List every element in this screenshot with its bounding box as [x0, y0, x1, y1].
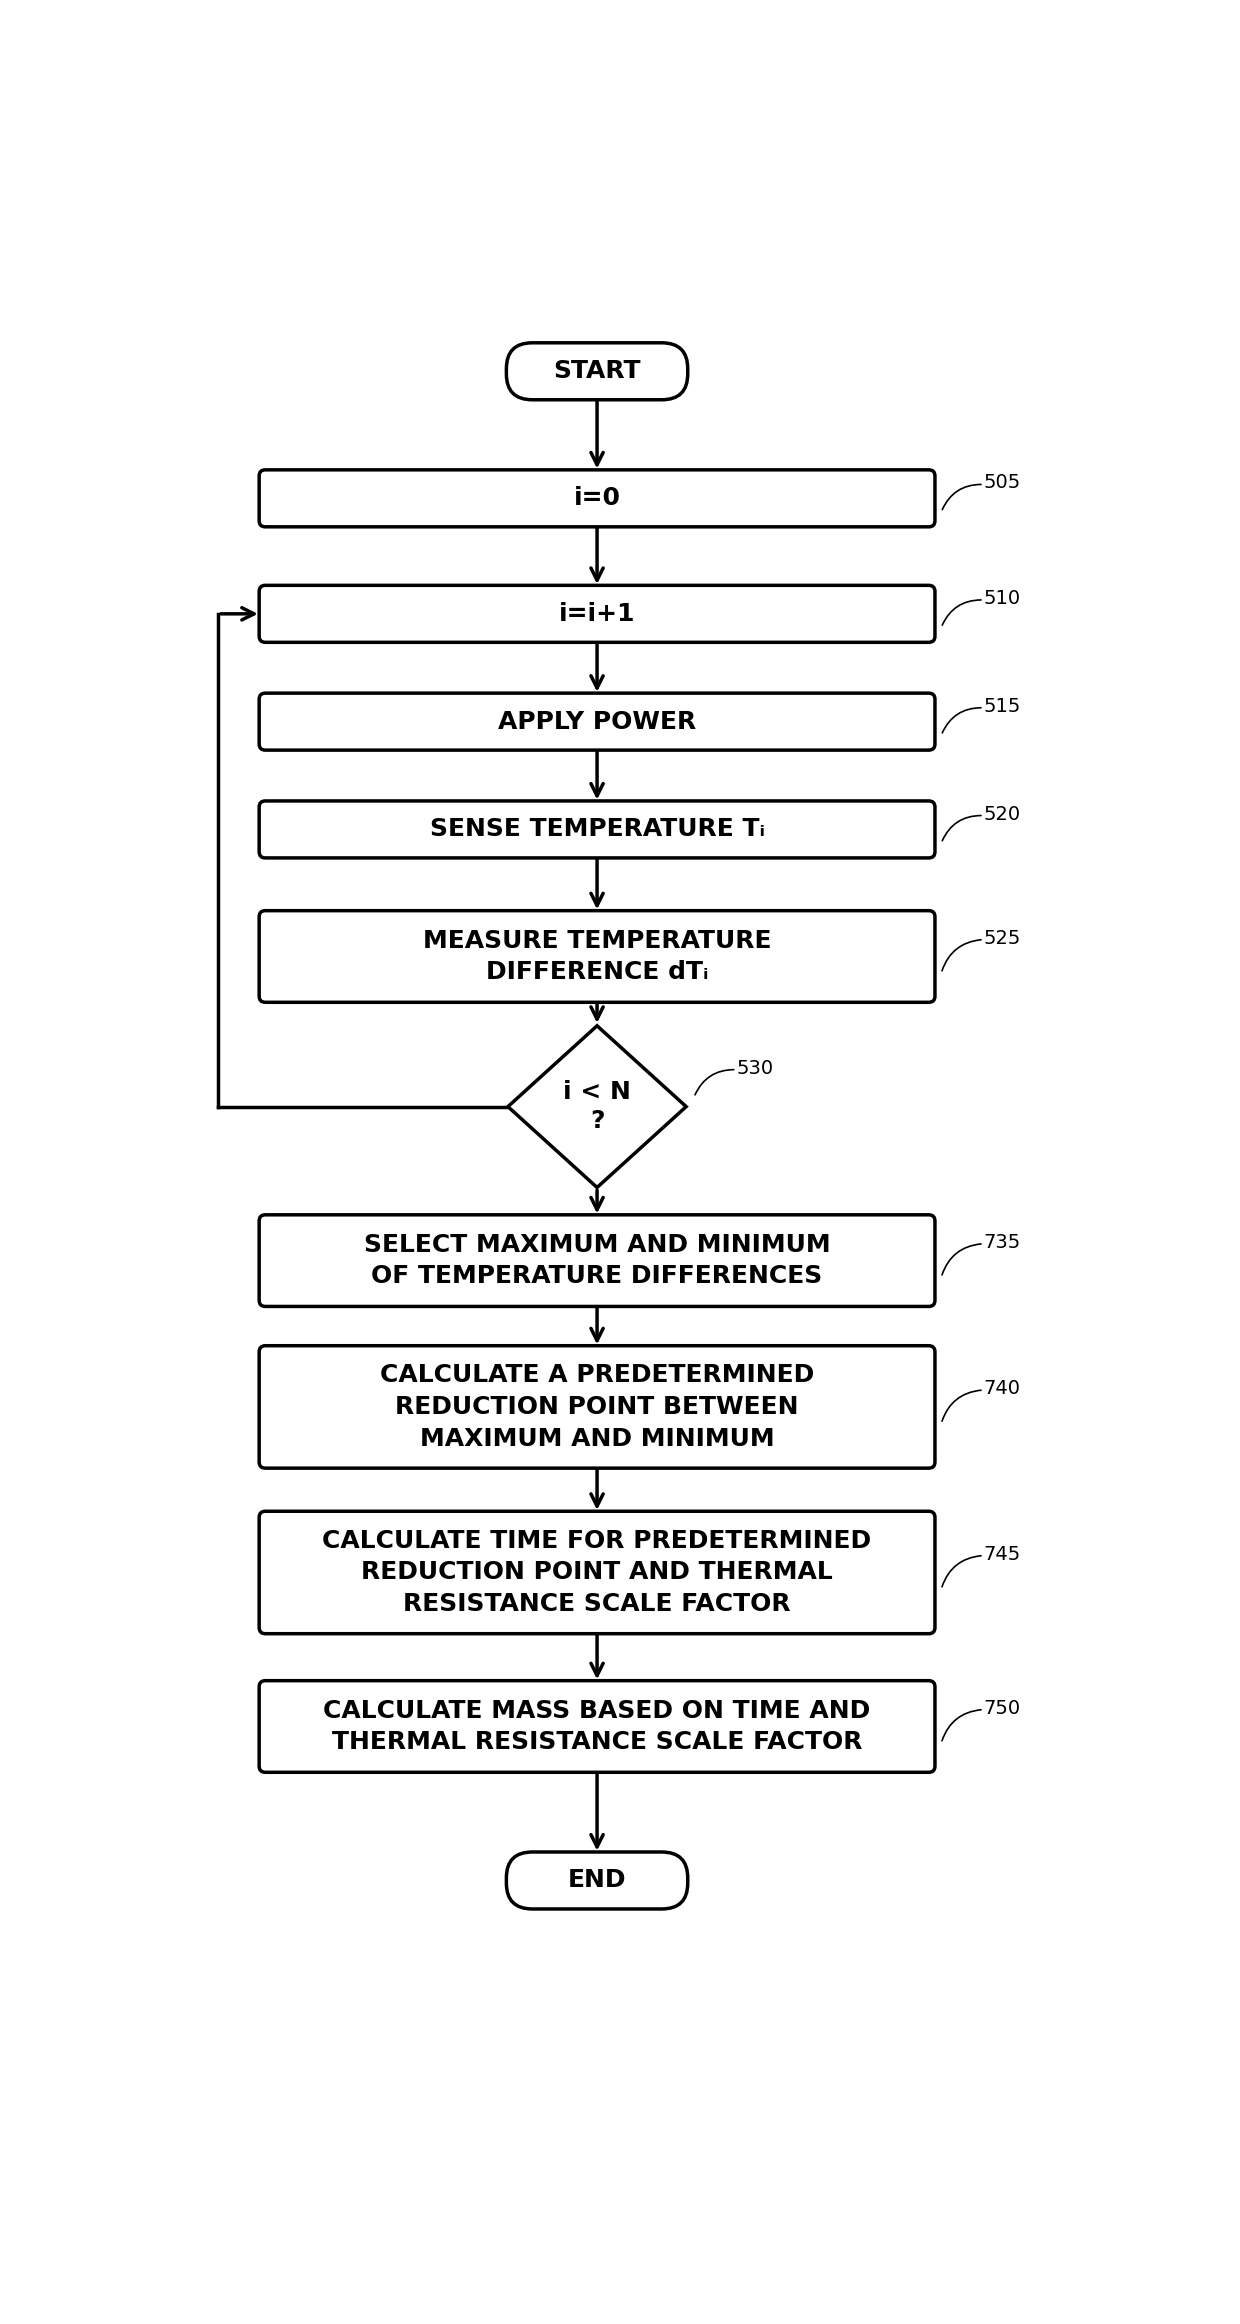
- FancyBboxPatch shape: [259, 802, 935, 858]
- Text: MEASURE TEMPERATURE
DIFFERENCE dTᵢ: MEASURE TEMPERATURE DIFFERENCE dTᵢ: [423, 930, 771, 985]
- FancyBboxPatch shape: [259, 1215, 935, 1306]
- Text: 530: 530: [737, 1060, 774, 1078]
- Text: i=i+1: i=i+1: [559, 602, 635, 625]
- FancyBboxPatch shape: [259, 469, 935, 528]
- Text: 740: 740: [983, 1378, 1021, 1399]
- Text: 520: 520: [983, 804, 1021, 823]
- Text: SENSE TEMPERATURE Tᵢ: SENSE TEMPERATURE Tᵢ: [429, 818, 765, 841]
- Text: CALCULATE A PREDETERMINED
REDUCTION POINT BETWEEN
MAXIMUM AND MINIMUM: CALCULATE A PREDETERMINED REDUCTION POIN…: [379, 1364, 815, 1450]
- FancyBboxPatch shape: [506, 1852, 688, 1908]
- Text: CALCULATE MASS BASED ON TIME AND
THERMAL RESISTANCE SCALE FACTOR: CALCULATE MASS BASED ON TIME AND THERMAL…: [324, 1699, 870, 1755]
- FancyBboxPatch shape: [259, 911, 935, 1002]
- Text: APPLY POWER: APPLY POWER: [498, 709, 696, 734]
- Text: 525: 525: [983, 930, 1022, 948]
- Text: START: START: [553, 360, 641, 383]
- Text: SELECT MAXIMUM AND MINIMUM
OF TEMPERATURE DIFFERENCES: SELECT MAXIMUM AND MINIMUM OF TEMPERATUR…: [363, 1232, 831, 1287]
- Text: 745: 745: [983, 1545, 1021, 1564]
- FancyBboxPatch shape: [259, 1511, 935, 1634]
- Polygon shape: [508, 1025, 686, 1188]
- Text: 735: 735: [983, 1232, 1021, 1253]
- Text: END: END: [568, 1868, 626, 1892]
- Text: 750: 750: [983, 1699, 1021, 1717]
- FancyBboxPatch shape: [259, 693, 935, 751]
- Text: 515: 515: [983, 697, 1022, 716]
- Text: i < N
?: i < N ?: [563, 1081, 631, 1134]
- Text: 505: 505: [983, 474, 1021, 493]
- FancyBboxPatch shape: [506, 342, 688, 400]
- FancyBboxPatch shape: [259, 1680, 935, 1773]
- FancyBboxPatch shape: [259, 1346, 935, 1469]
- FancyBboxPatch shape: [259, 586, 935, 641]
- Text: 510: 510: [983, 588, 1021, 609]
- Text: i=0: i=0: [574, 486, 620, 511]
- Text: CALCULATE TIME FOR PREDETERMINED
REDUCTION POINT AND THERMAL
RESISTANCE SCALE FA: CALCULATE TIME FOR PREDETERMINED REDUCTI…: [322, 1529, 872, 1615]
